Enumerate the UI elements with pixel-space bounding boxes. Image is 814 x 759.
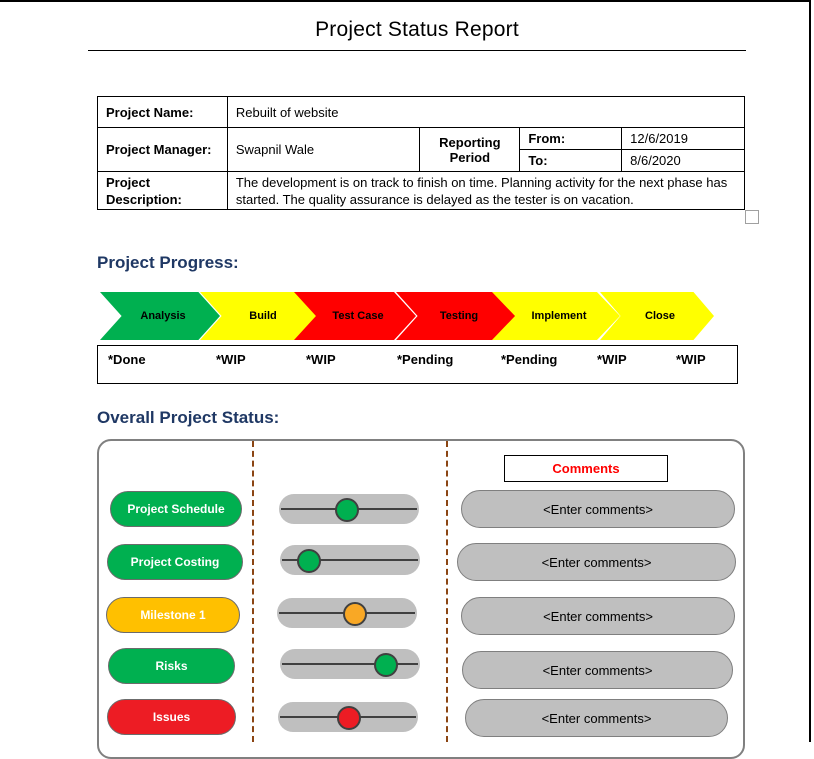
slider-issues[interactable] (278, 702, 418, 732)
slider-risks[interactable] (280, 649, 420, 679)
progress-heading: Project Progress: (97, 253, 239, 272)
status-pill-milestone-1[interactable]: Milestone 1 (106, 597, 240, 633)
description-value[interactable]: The development is on track to finish on… (226, 171, 746, 210)
to-label: To: (519, 149, 623, 172)
from-label: From: (519, 127, 623, 150)
description-label-line2: Description: (106, 191, 182, 207)
from-date[interactable]: 12/6/2019 (621, 127, 745, 150)
reporting-label-line1: Reporting (439, 134, 501, 150)
project-name-value[interactable]: Rebuilt of website (226, 96, 746, 128)
stage-label: Implement (531, 310, 587, 322)
project-name-label: Project Name: (97, 96, 228, 128)
status-pill-project-costing[interactable]: Project Costing (107, 544, 243, 580)
stage-label: Testing (439, 310, 479, 322)
column-divider (446, 441, 448, 742)
stage-testing: Testing (396, 292, 516, 340)
project-info-table: Project Name: Rebuilt of website Project… (97, 96, 746, 210)
slider-knob[interactable] (374, 653, 398, 677)
stage-status: *WIP (216, 352, 246, 367)
slider-knob[interactable] (337, 706, 361, 730)
stage-status: *Pending (397, 352, 454, 367)
progress-chevrons: Analysis Build Test Case Testing Impleme… (100, 292, 720, 342)
description-label: Project Description: (97, 171, 228, 210)
column-divider (252, 441, 254, 742)
comment-field-issues[interactable]: <Enter comments> (465, 699, 728, 737)
reporting-label-line2: Period (449, 149, 491, 165)
status-pill-project-schedule[interactable]: Project Schedule (110, 491, 242, 527)
slider-track (282, 559, 418, 561)
overall-status-heading: Overall Project Status: (97, 408, 280, 427)
stage-label: Build (249, 310, 277, 322)
stage-analysis: Analysis (100, 292, 220, 340)
stage-status: *WIP (306, 352, 336, 367)
status-pill-issues[interactable]: Issues (107, 699, 236, 735)
reporting-period-label: Reporting Period (419, 127, 521, 172)
project-manager-label: Project Manager: (97, 127, 228, 172)
description-label-line1: Project (106, 174, 151, 190)
comments-header: Comments (504, 455, 668, 482)
stage-status: *WIP (597, 352, 627, 367)
to-date[interactable]: 8/6/2020 (621, 149, 745, 172)
title-divider (88, 50, 746, 51)
table-handle-box[interactable] (745, 210, 759, 224)
stage-label: Close (645, 310, 675, 322)
page-title: Project Status Report (315, 18, 519, 41)
comment-field-milestone-1[interactable]: <Enter comments> (461, 597, 735, 635)
slider-knob[interactable] (335, 498, 360, 522)
slider-knob[interactable] (297, 549, 321, 573)
comment-field-project-costing[interactable]: <Enter comments> (457, 543, 736, 581)
slider-knob[interactable] (343, 602, 367, 626)
comment-field-project-schedule[interactable]: <Enter comments> (461, 490, 735, 528)
page-frame (0, 0, 811, 742)
slider-project-schedule[interactable] (279, 494, 419, 524)
stage-label: Test Case (332, 310, 384, 322)
stage-status: *Pending (501, 352, 558, 367)
stage-status: *Done (108, 352, 146, 367)
slider-milestone-1[interactable] (277, 598, 417, 628)
stage-status: *WIP (676, 352, 706, 367)
stage-status-box: *Done *WIP *WIP *Pending *Pending *WIP *… (97, 345, 738, 384)
comment-field-risks[interactable]: <Enter comments> (462, 651, 733, 689)
project-manager-value[interactable]: Swapnil Wale (226, 127, 421, 172)
stage-label: Analysis (140, 310, 186, 322)
slider-project-costing[interactable] (280, 545, 420, 575)
stage-close: Close (600, 292, 714, 340)
slider-track (282, 663, 418, 665)
status-pill-risks[interactable]: Risks (108, 648, 235, 684)
